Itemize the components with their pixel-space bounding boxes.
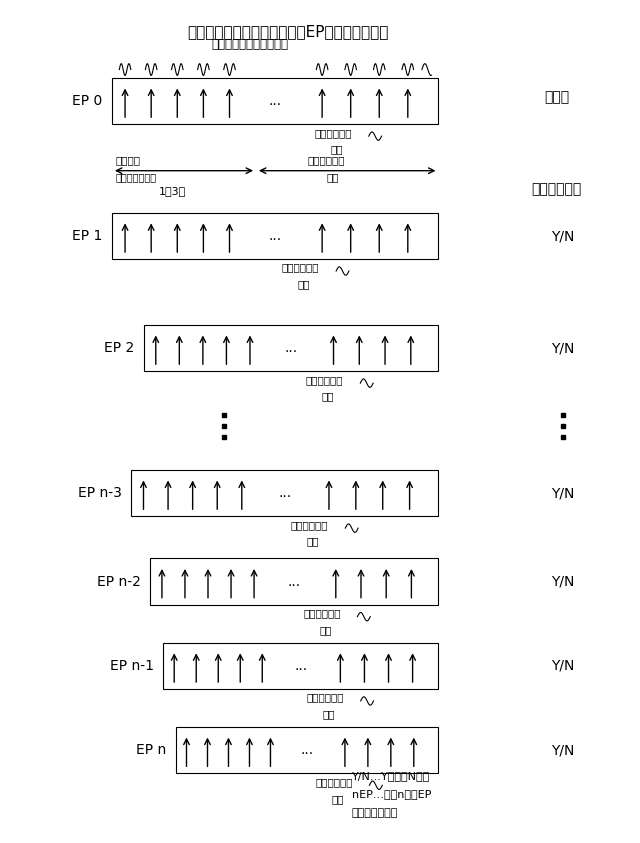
Text: ...: ... (294, 659, 307, 673)
Text: Y/N…Yの数／Nの数: Y/N…Yの数／Nの数 (352, 771, 430, 781)
Text: スライディングウィンドウのEP取得および表示: スライディングウィンドウのEP取得および表示 (188, 24, 388, 40)
Text: 1～3分: 1～3分 (159, 186, 186, 196)
Text: 小激に対する個々の応答: 小激に対する個々の応答 (211, 38, 288, 51)
Text: ...: ... (285, 341, 298, 355)
Text: 順次刺激: 順次刺激 (115, 156, 140, 165)
Text: 平均: 平均 (326, 173, 339, 182)
Text: アンサンブル: アンサンブル (307, 156, 345, 165)
Text: Y/N: Y/N (552, 486, 575, 500)
Text: ...: ... (269, 94, 282, 108)
Text: 平均: 平均 (298, 280, 310, 289)
Text: EP n-3: EP n-3 (77, 486, 122, 500)
Text: ...: ... (278, 486, 291, 500)
Text: Y/N: Y/N (552, 229, 575, 243)
Bar (163, 642, 438, 690)
Bar (131, 470, 438, 516)
Text: EP 2: EP 2 (104, 341, 134, 355)
Text: アンサンブル: アンサンブル (291, 519, 328, 529)
Text: アンサンブル: アンサンブル (315, 777, 353, 787)
Text: アンサンブル: アンサンブル (306, 374, 344, 384)
Text: Y/N: Y/N (552, 575, 575, 588)
Text: Y/N: Y/N (552, 744, 575, 757)
Text: Y/N: Y/N (552, 659, 575, 673)
Bar (176, 727, 438, 774)
Text: EP n-1: EP n-1 (109, 659, 154, 673)
Text: ...: ... (269, 229, 282, 243)
Bar (112, 212, 438, 259)
Text: EP 1: EP 1 (72, 229, 102, 243)
Text: （一連の刺激）: （一連の刺激） (115, 173, 156, 182)
Text: 平均: 平均 (322, 391, 335, 401)
Bar (144, 325, 438, 371)
Bar (150, 558, 438, 605)
Text: 警報を判定する: 警報を判定する (352, 808, 398, 818)
Text: EP n-2: EP n-2 (97, 575, 141, 588)
Text: アンサンブル: アンサンブル (282, 263, 319, 272)
Text: nEP…前ねn個のEP: nEP…前ねn個のEP (352, 789, 431, 799)
Bar (112, 78, 438, 124)
Text: 平均: 平均 (319, 626, 332, 635)
Text: Y/N: Y/N (552, 341, 575, 355)
Text: ...: ... (301, 744, 314, 757)
Text: 平均: 平均 (331, 794, 344, 803)
Text: アンサンブル: アンサンブル (314, 127, 352, 137)
Text: アンサンブル: アンサンブル (307, 693, 344, 702)
Text: EP 0: EP 0 (72, 94, 102, 108)
Text: ...: ... (288, 575, 301, 588)
Text: 警報発信票決: 警報発信票決 (532, 183, 582, 196)
Text: 基準値: 基準値 (544, 90, 570, 104)
Text: EP n: EP n (136, 744, 166, 757)
Text: アンサンブル: アンサンブル (303, 609, 340, 618)
Text: 平均: 平均 (323, 710, 335, 719)
Text: 平均: 平均 (330, 144, 343, 154)
Text: 平均: 平均 (307, 537, 319, 546)
